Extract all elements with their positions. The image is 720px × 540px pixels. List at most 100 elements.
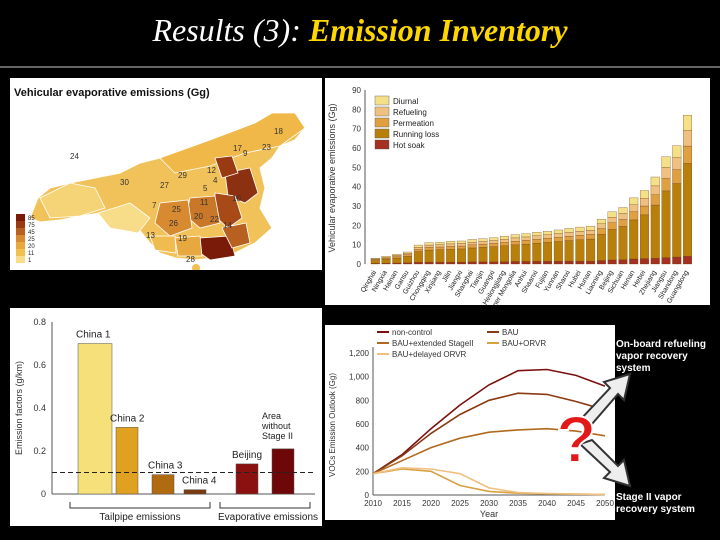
stacked-bar-segment <box>629 204 639 212</box>
stacked-bar-segment <box>489 243 499 247</box>
stacked-bar-segment <box>403 262 413 265</box>
stacked-bar-segment <box>629 197 639 205</box>
stacked-bar-segment <box>607 222 617 230</box>
stacked-bar-segment <box>510 237 520 242</box>
y-tick-label: 400 <box>356 444 370 453</box>
legend-label: 11 <box>28 251 35 257</box>
region-yunnan <box>149 235 177 254</box>
region-label: 11 <box>200 198 209 207</box>
region-hainan <box>192 264 200 270</box>
stacked-bar-segment <box>403 256 413 263</box>
stacked-bar-segment <box>661 257 671 265</box>
series-line <box>372 392 606 475</box>
stacked-bar-segment <box>672 169 682 184</box>
slide-title-prefix: Results (3): <box>152 12 309 48</box>
stacked-bar-segment <box>435 244 445 248</box>
stacked-bar-segment <box>640 190 649 199</box>
emission-factor-panel: Emission factors (g/km) 0 0.2 0.4 0.6 0.8 Chin… <box>10 308 322 526</box>
outlook-panel: VOCs Emission Outlook (Gg) 0 200 400 600 800 1… <box>325 325 615 520</box>
legend-swatch <box>374 128 390 139</box>
stacked-bar-segment <box>392 255 402 257</box>
orvr-label-line: vapor recovery <box>616 351 688 362</box>
stacked-bar-segment <box>543 261 553 265</box>
region-label: 13 <box>146 231 155 240</box>
bar-label: without <box>261 421 291 431</box>
stacked-bar-segment <box>456 240 466 244</box>
region-xinjiang <box>39 182 106 219</box>
stacked-bar-segment <box>403 254 413 257</box>
region-label: 4 <box>213 176 218 185</box>
stacked-bar-segment <box>640 205 649 216</box>
x-tick-label: 2020 <box>422 499 440 508</box>
y-tick-label: 200 <box>356 467 370 476</box>
stacked-bar-segment <box>500 242 509 246</box>
stacked-bar-segment <box>575 235 585 240</box>
stacked-bar-segment <box>467 244 477 249</box>
orvr-label-line: On-board refueling <box>616 339 706 350</box>
stacked-bar-segment <box>640 198 649 207</box>
series-line <box>372 466 606 496</box>
legend-label: Permeation <box>393 119 434 128</box>
stacked-bar-segment <box>607 229 617 261</box>
y-tick-label: 0 <box>41 489 46 499</box>
stacked-bar-segment <box>618 219 628 227</box>
stacked-bar-segment <box>618 213 628 220</box>
legend-label: BAU+delayed ORVR <box>392 350 467 359</box>
evaporative-bracket <box>219 502 311 509</box>
stacked-bar-segment <box>489 237 499 241</box>
tailpipe-bracket <box>69 502 211 509</box>
slide-title-highlight: Emission Inventory <box>308 12 568 48</box>
stacked-bar-segment <box>467 242 477 246</box>
y-tick-label: 0 <box>357 260 362 269</box>
stacked-bar-segment <box>424 242 434 246</box>
stacked-bar-segment <box>435 249 445 263</box>
stacked-bar-segment <box>456 261 466 265</box>
emission-map-panel: Vehicular evaporative emissions (Gg) 18 … <box>10 78 322 270</box>
y-tick-label: 1,000 <box>349 373 370 382</box>
stacked-bar-segment <box>596 234 606 261</box>
legend-label: BAU+extended StageII <box>392 339 474 348</box>
group-label: Tailpipe emissions <box>99 512 180 523</box>
y-axis-label: VOCs Emission Outlook (Gg) <box>328 373 337 477</box>
stacked-bar-segment <box>596 260 606 265</box>
stacked-bar-segment <box>607 217 617 223</box>
region-label: 5 <box>203 184 208 193</box>
stacked-bar-segment <box>500 239 509 243</box>
stacked-bar-segment <box>478 241 488 245</box>
legend-label: Diurnal <box>393 97 419 106</box>
y-tick-label: 0.6 <box>33 360 46 370</box>
stacked-bar-segment <box>532 242 542 262</box>
y-tick-label: 1,200 <box>349 349 370 358</box>
legend-swatch <box>16 228 25 235</box>
orvr-label: On-board refueling vapor recovery system <box>616 339 716 375</box>
bar-label: China 1 <box>76 330 111 341</box>
legend-label: Running loss <box>393 130 439 139</box>
stacked-bar-segment <box>424 244 434 248</box>
region-label: 17 <box>233 144 242 153</box>
stacked-bar-segment <box>478 243 488 248</box>
x-tick-label: 2025 <box>451 499 469 508</box>
stage2-label-line: Stage II vapor <box>616 492 682 503</box>
stacked-bar-segment <box>596 223 606 229</box>
stacked-bar-segment <box>683 130 692 147</box>
stacked-bar-segment <box>553 261 563 265</box>
stacked-bar-segment <box>381 259 391 264</box>
region-label: 18 <box>274 127 283 136</box>
region-hebei <box>214 155 239 179</box>
stacked-bar-segment <box>607 211 617 218</box>
arrow-up-icon <box>578 372 632 426</box>
stacked-bar-segment <box>564 236 574 241</box>
stacked-bar-segment <box>683 145 692 164</box>
region-label: 29 <box>178 171 187 180</box>
stacked-bar-segment <box>446 246 456 250</box>
emission-factor-bar <box>115 427 139 495</box>
stacked-bar-segment <box>413 247 423 250</box>
y-tick-label: 0.2 <box>33 446 46 456</box>
emission-map: Vehicular evaporative emissions (Gg) 18 … <box>14 87 306 270</box>
region-label: 30 <box>120 178 129 187</box>
stacked-bar-segment <box>456 245 466 250</box>
emission-factor-bar <box>271 448 295 495</box>
stacked-bar-segment <box>532 232 542 236</box>
stacked-bar-segment <box>370 260 380 264</box>
stacked-bar-segment <box>424 261 434 265</box>
